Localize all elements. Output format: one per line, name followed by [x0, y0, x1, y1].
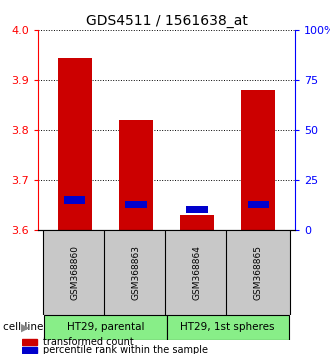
- Bar: [104, 230, 168, 315]
- Bar: [44, 315, 167, 340]
- Bar: [226, 230, 290, 315]
- Text: GSM368864: GSM368864: [193, 245, 202, 300]
- Text: transformed count: transformed count: [43, 337, 134, 347]
- Title: GDS4511 / 1561638_at: GDS4511 / 1561638_at: [85, 13, 248, 28]
- Text: GSM368860: GSM368860: [70, 245, 79, 300]
- Bar: [21, 347, 37, 353]
- Bar: [165, 230, 229, 315]
- Text: GSM368865: GSM368865: [254, 245, 263, 300]
- Bar: [21, 339, 37, 345]
- Bar: [119, 120, 153, 230]
- Bar: [125, 201, 147, 207]
- Text: GSM368863: GSM368863: [131, 245, 140, 300]
- Text: HT29, parental: HT29, parental: [67, 322, 144, 332]
- Text: cell line: cell line: [3, 322, 44, 332]
- Text: percentile rank within the sample: percentile rank within the sample: [43, 345, 208, 354]
- Bar: [248, 201, 269, 207]
- Bar: [242, 90, 275, 230]
- Bar: [64, 196, 85, 204]
- Text: ▶: ▶: [20, 322, 29, 332]
- Bar: [43, 230, 107, 315]
- Text: HT29, 1st spheres: HT29, 1st spheres: [181, 322, 275, 332]
- Bar: [186, 206, 208, 212]
- Bar: [58, 57, 91, 230]
- Bar: [167, 315, 289, 340]
- Bar: [180, 215, 214, 230]
